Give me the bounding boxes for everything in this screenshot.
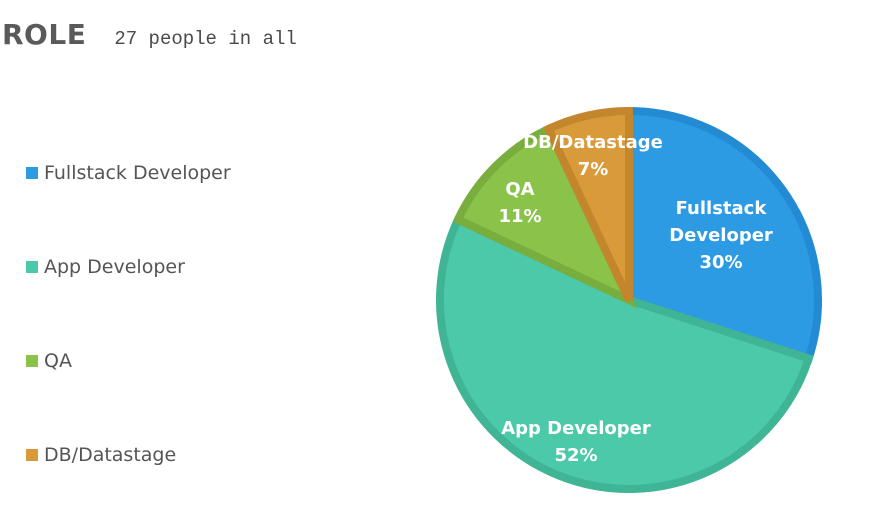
chart-subtitle: 27 people in all	[114, 28, 297, 50]
legend: Fullstack Developer App Developer QA DB/…	[26, 0, 326, 520]
legend-item-fullstack-developer: Fullstack Developer	[26, 161, 231, 185]
pie-slice-app-developer	[436, 214, 814, 493]
slice-value-qa: 11%	[498, 206, 541, 227]
pie-slice-qa	[452, 123, 638, 309]
legend-item-qa: QA	[26, 349, 72, 373]
chart-header: ROLE 27 people in all	[2, 18, 297, 51]
legend-label-fullstack-developer: Fullstack Developer	[44, 162, 231, 184]
legend-label-db-datastage: DB/Datastage	[44, 444, 177, 466]
legend-swatch-db-datastage	[26, 449, 38, 461]
slice-value-fullstack-developer: 30%	[699, 252, 742, 273]
legend-item-db-datastage: DB/Datastage	[26, 443, 176, 467]
legend-label-app-developer: App Developer	[44, 256, 185, 278]
slice-value-db-datastage: 7%	[578, 159, 609, 180]
slice-value-app-developer: 52%	[554, 445, 597, 466]
legend-swatch-app-developer	[26, 261, 38, 273]
legend-item-app-developer: App Developer	[26, 255, 185, 279]
slice-label-fullstack-developer: Fullstack Developer 30%	[669, 198, 773, 273]
legend-label-qa: QA	[44, 350, 72, 372]
slice-label-db-datastage: DB/Datastage 7%	[523, 132, 663, 180]
slice-label-app-developer: App Developer 52%	[501, 418, 651, 466]
legend-swatch-fullstack-developer	[26, 167, 38, 179]
pie-slice-db-datastage	[543, 106, 633, 302]
pie-labels: Fullstack Developer 30% App Developer 52% QA 1…	[498, 132, 772, 466]
legend-swatch-qa	[26, 355, 38, 367]
pie-slices	[436, 106, 822, 493]
pie-slice-fullstack-developer	[625, 106, 822, 364]
chart-title: ROLE	[2, 18, 87, 51]
slice-label-qa: QA 11%	[498, 179, 541, 227]
